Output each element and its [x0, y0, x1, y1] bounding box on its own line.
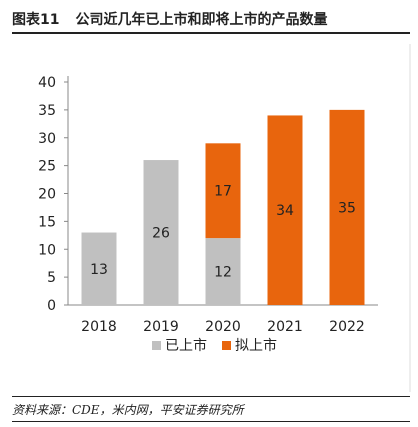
data-label: 34: [276, 203, 294, 219]
data-label: 26: [152, 226, 170, 242]
x-tick-label: 2019: [143, 319, 179, 335]
y-tick-label: 25: [38, 159, 56, 175]
bar-listed: [81, 232, 117, 305]
y-tick-label: 5: [47, 270, 56, 286]
chart: 0 5 10 15 20 25 30 35 40 13 2018 26 2019 12 17 2020 34 20…: [38, 44, 411, 392]
bar-to-be-listed: [329, 109, 365, 305]
y-tick-label: 35: [38, 103, 56, 119]
source-note: 资料来源：CDE，米内网，平安证券研究所: [12, 396, 410, 422]
data-label: 12: [214, 265, 232, 281]
x-tick-label: 2021: [267, 319, 303, 335]
bar-to-be-listed: [205, 143, 241, 239]
x-tick-label: 2020: [205, 319, 241, 335]
x-tick-label: 2018: [81, 319, 117, 335]
bar-listed: [143, 160, 179, 305]
chart-title: 公司近几年已上市和即将上市的产品数量: [75, 12, 328, 28]
data-label: 35: [338, 200, 356, 216]
source-text: 资料来源：CDE，米内网，平安证券研究所: [12, 402, 244, 417]
y-tick-label: 40: [38, 75, 56, 91]
data-label: 13: [90, 262, 108, 278]
y-tick-label: 30: [38, 131, 56, 147]
y-tick-label: 10: [38, 242, 56, 258]
legend-swatch: [222, 341, 231, 350]
y-tick-label: 15: [38, 214, 56, 230]
legend-swatch: [152, 341, 161, 350]
data-label: 17: [214, 184, 232, 200]
legend-label: 已上市: [165, 337, 207, 354]
y-tick-label: 20: [38, 187, 56, 203]
figure-label: 图表11: [12, 12, 60, 28]
title-bar: 图表11 公司近几年已上市和即将上市的产品数量: [12, 6, 410, 34]
legend-label: 拟上市: [235, 337, 277, 354]
bar-to-be-listed: [267, 115, 303, 305]
y-tick-label: 0: [47, 298, 56, 314]
x-tick-label: 2022: [329, 319, 365, 335]
bar-listed: [205, 238, 241, 305]
